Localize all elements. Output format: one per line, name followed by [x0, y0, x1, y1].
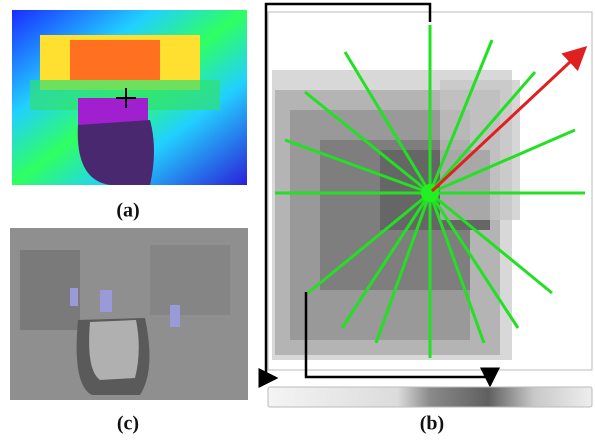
panel-label: (b) [420, 413, 444, 435]
figure: (a) (c) [0, 0, 595, 440]
depth-image [12, 10, 247, 185]
panel-label: (c) [117, 413, 139, 435]
panel-label: (a) [116, 200, 139, 222]
patch [266, 4, 592, 407]
gradient-image [10, 228, 248, 400]
